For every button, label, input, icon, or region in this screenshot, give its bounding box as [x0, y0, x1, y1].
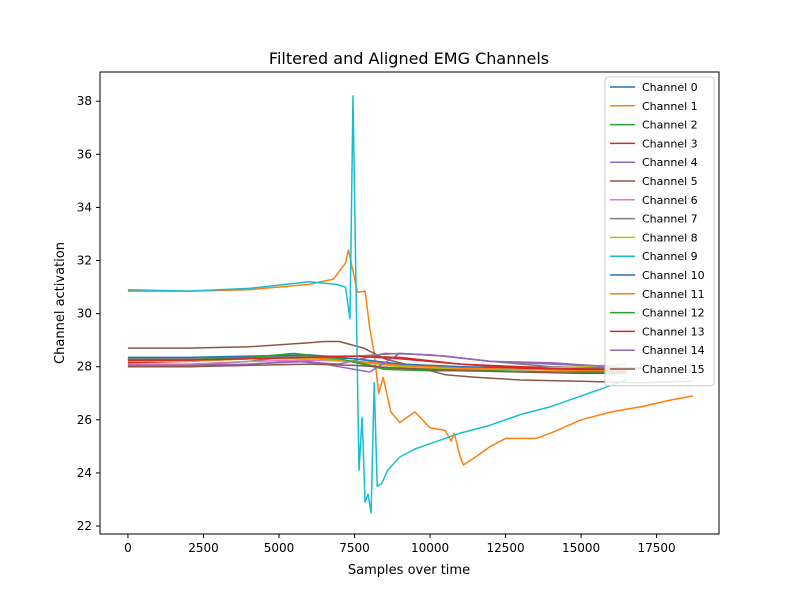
- x-tick-label: 7500: [339, 541, 370, 555]
- legend-label: Channel 1: [642, 100, 698, 113]
- series-line-channel-9: [127, 95, 627, 514]
- y-ticks: 22 24 26 28 30 32 34 36 38: [77, 94, 100, 533]
- legend-label: Channel 5: [642, 175, 698, 188]
- y-tick-label: 22: [77, 519, 92, 533]
- x-tick-label: 5000: [264, 541, 295, 555]
- legend-label: Channel 9: [642, 250, 698, 263]
- legend: Channel 0 Channel 1 Channel 2 Channel 3 Chan…: [604, 76, 715, 387]
- x-axis-label: Samples over time: [348, 563, 470, 578]
- legend-label: Channel 10: [642, 269, 705, 282]
- legend-label: Channel 6: [642, 194, 698, 207]
- y-tick-label: 28: [77, 360, 92, 374]
- legend-label: Channel 8: [642, 231, 698, 244]
- chart-title: Filtered and Aligned EMG Channels: [269, 49, 549, 68]
- x-tick-label: 2500: [188, 541, 219, 555]
- legend-label: Channel 2: [642, 119, 698, 132]
- x-tick-label: 17500: [638, 541, 676, 555]
- y-tick-label: 38: [77, 94, 92, 108]
- series-layer: [127, 95, 694, 514]
- y-tick-label: 34: [77, 200, 92, 214]
- x-tick-label: 0: [124, 541, 132, 555]
- x-tick-label: 12500: [486, 541, 524, 555]
- y-axis-label: Channel activation: [53, 242, 68, 364]
- y-tick-label: 24: [77, 466, 92, 480]
- x-tick-label: 10000: [411, 541, 449, 555]
- y-tick-label: 26: [77, 413, 92, 427]
- x-ticks: 0 2500 5000 7500 10000 12500 15000 17500: [124, 534, 676, 555]
- y-tick-label: 32: [77, 254, 92, 268]
- y-tick-label: 36: [77, 147, 92, 161]
- series-line-channel-13: [127, 355, 627, 371]
- legend-label: Channel 14: [642, 344, 705, 357]
- legend-label: Channel 11: [642, 288, 705, 301]
- series-line-channel-15: [127, 363, 627, 375]
- series-line-channel-1: [127, 249, 694, 466]
- legend-label: Channel 0: [642, 81, 698, 94]
- axes-layer: [99, 71, 720, 535]
- y-tick-label: 30: [77, 307, 92, 321]
- legend-label: Channel 12: [642, 307, 705, 320]
- series-line-channel-5: [127, 340, 693, 384]
- legend-label: Channel 4: [642, 156, 698, 169]
- legend-box: [604, 76, 715, 387]
- legend-label: Channel 13: [642, 325, 705, 338]
- plot-frame: [99, 71, 720, 535]
- legend-label: Channel 3: [642, 137, 698, 150]
- x-tick-label: 15000: [562, 541, 600, 555]
- series-line-channel-14: [127, 352, 642, 373]
- legend-label: Channel 15: [642, 363, 705, 376]
- legend-label: Channel 7: [642, 213, 698, 226]
